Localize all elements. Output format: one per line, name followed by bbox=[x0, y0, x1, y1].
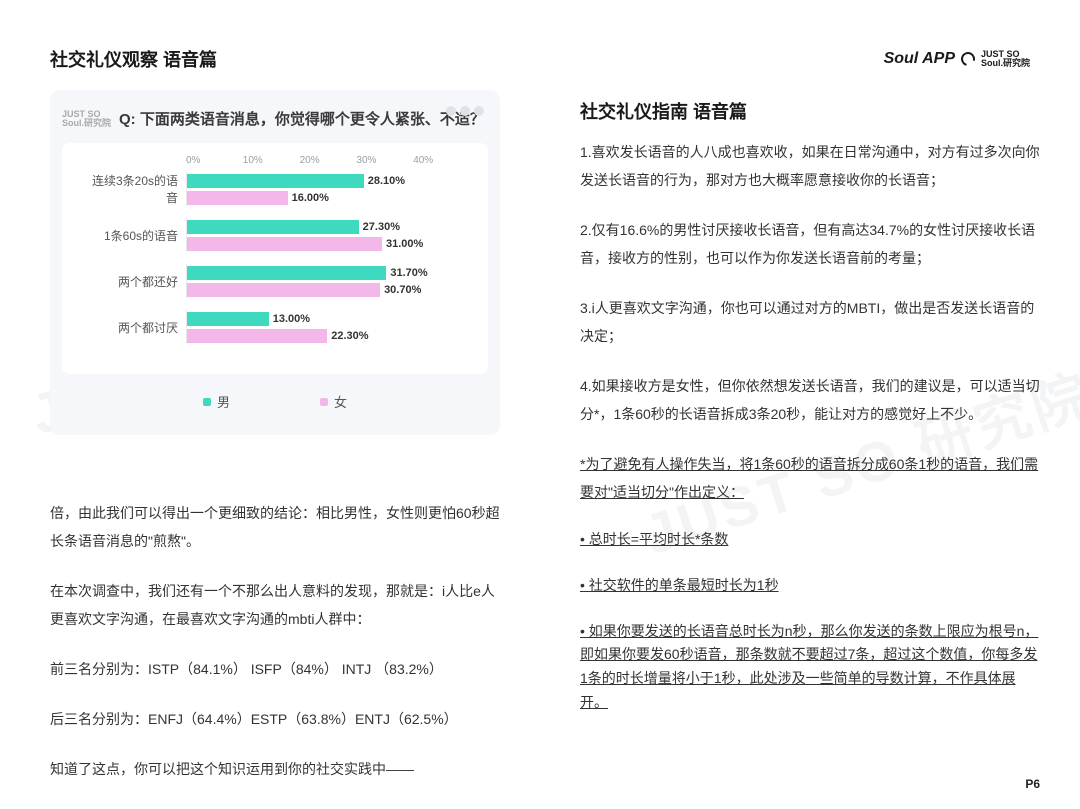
right-u4: • 如果你要发送的长语音总时长为n秒，那么你发送的条数上限应为根号n，即如果你要… bbox=[580, 620, 1042, 715]
brand-logo: Soul APP JUST SO Soul.研究院 bbox=[884, 50, 1030, 68]
x-tick: 30% bbox=[356, 155, 413, 166]
bar-fill bbox=[187, 174, 364, 188]
left-p2: 在本次调查中，我们还有一个不那么出人意料的发现，那就是：i人比e人更喜欢文字沟通… bbox=[50, 577, 500, 633]
chart-question: Q: 下面两类语音消息，你觉得哪个更令人紧张、不适？ bbox=[119, 108, 485, 129]
bar-track: 27.30% 31.00% bbox=[186, 218, 470, 252]
chart-question-row: JUST SO Soul.研究院 Q: 下面两类语音消息，你觉得哪个更令人紧张、… bbox=[62, 108, 488, 129]
bar-value: 30.70% bbox=[384, 284, 421, 296]
bar-female: 16.00% bbox=[187, 189, 470, 206]
x-tick: 10% bbox=[243, 155, 300, 166]
left-p1: 倍，由此我们可以得出一个更细致的结论：相比男性，女性则更怕60秒超长条语音消息的… bbox=[50, 499, 500, 555]
bar-fill bbox=[187, 220, 359, 234]
bar-track: 28.10% 16.00% bbox=[186, 172, 470, 206]
x-axis: 0%10%20%30%40% bbox=[80, 155, 470, 166]
right-p3: 3.i人更喜欢文字沟通，你也可以通过对方的MBTI，做出是否发送长语音的决定； bbox=[580, 294, 1042, 350]
bar-fill bbox=[187, 191, 288, 205]
page-title: 社交礼仪观察 语音篇 bbox=[50, 46, 217, 72]
category-label: 两个都还好 bbox=[80, 273, 186, 290]
x-tick: 0% bbox=[186, 155, 243, 166]
legend-male-label: 男 bbox=[217, 392, 230, 411]
legend-female: 女 bbox=[320, 392, 347, 411]
legend-male: 男 bbox=[203, 392, 230, 411]
bar-value: 31.00% bbox=[386, 238, 423, 250]
logo-sub2: Soul.研究院 bbox=[981, 59, 1030, 68]
logo-swirl-icon bbox=[958, 49, 977, 68]
bar-female: 31.00% bbox=[187, 235, 470, 252]
bar-value: 27.30% bbox=[363, 221, 400, 233]
right-p4: 4.如果接收方是女性，但你依然想发送长语音，我们的建议是，可以适当切分*，1条6… bbox=[580, 372, 1042, 428]
bar-fill bbox=[187, 237, 382, 251]
right-u2: • 总时长=平均时长*条数 bbox=[580, 528, 1042, 552]
bar-male: 28.10% bbox=[187, 172, 470, 189]
card-controls bbox=[446, 106, 484, 116]
bar-group: 1条60s的语音 27.30% 31.00% bbox=[80, 218, 470, 252]
bar-group: 连续3条20s的语音 28.10% 16.00% bbox=[80, 172, 470, 206]
bar-female: 22.30% bbox=[187, 327, 470, 344]
bar-value: 16.00% bbox=[292, 192, 329, 204]
legend-female-label: 女 bbox=[334, 392, 347, 411]
bar-value: 31.70% bbox=[390, 267, 427, 279]
x-tick: 20% bbox=[300, 155, 357, 166]
bar-fill bbox=[187, 329, 327, 343]
bar-male: 13.00% bbox=[187, 310, 470, 327]
bar-value: 22.30% bbox=[331, 330, 368, 342]
bar-fill bbox=[187, 312, 269, 326]
left-p5: 知道了这点，你可以把这个知识运用到你的社交实践中—— bbox=[50, 755, 500, 783]
right-section-title: 社交礼仪指南 语音篇 bbox=[580, 98, 1042, 124]
chart-mini-logo2: Soul.研究院 bbox=[62, 119, 111, 128]
left-body-text: 倍，由此我们可以得出一个更细致的结论：相比男性，女性则更怕60秒超长条语音消息的… bbox=[50, 499, 500, 783]
bar-value: 28.10% bbox=[368, 175, 405, 187]
page-number: P6 bbox=[1025, 777, 1040, 791]
chart-legend: 男 女 bbox=[62, 392, 488, 411]
right-body-text: 1.喜欢发长语音的人八成也喜欢收，如果在日常沟通中，对方有过多次向你发送长语音的… bbox=[580, 138, 1042, 715]
category-label: 连续3条20s的语音 bbox=[80, 172, 186, 206]
right-u1: *为了避免有人操作失当，将1条60秒的语音拆分成60条1秒的语音，我们需要对"适… bbox=[580, 450, 1042, 506]
page-header: 社交礼仪观察 语音篇 Soul APP JUST SO Soul.研究院 bbox=[50, 46, 1030, 72]
bar-fill bbox=[187, 266, 386, 280]
right-p2: 2.仅有16.6%的男性讨厌接收长语音，但有高达34.7%的女性讨厌接收长语音，… bbox=[580, 216, 1042, 272]
bar-group: 两个都讨厌 13.00% 22.30% bbox=[80, 310, 470, 344]
category-label: 1条60s的语音 bbox=[80, 227, 186, 244]
x-tick: 40% bbox=[413, 155, 470, 166]
logo-main: Soul APP bbox=[884, 50, 955, 68]
chart-plot: 0%10%20%30%40% 连续3条20s的语音 28.10% 16.00% 1条6… bbox=[62, 143, 488, 374]
right-p1: 1.喜欢发长语音的人八成也喜欢收，如果在日常沟通中，对方有过多次向你发送长语音的… bbox=[580, 138, 1042, 194]
bar-track: 13.00% 22.30% bbox=[186, 310, 470, 344]
bar-fill bbox=[187, 283, 380, 297]
bar-female: 30.70% bbox=[187, 281, 470, 298]
left-p4: 后三名分别为：ENFJ（64.4%）ESTP（63.8%）ENTJ（62.5%） bbox=[50, 705, 500, 733]
left-p3: 前三名分别为：ISTP（84.1%） ISFP（84%） INTJ （83.2%… bbox=[50, 655, 500, 683]
chart-card: JUST SO Soul.研究院 Q: 下面两类语音消息，你觉得哪个更令人紧张、… bbox=[50, 90, 500, 435]
bar-male: 27.30% bbox=[187, 218, 470, 235]
bar-male: 31.70% bbox=[187, 264, 470, 281]
category-label: 两个都讨厌 bbox=[80, 319, 186, 336]
bar-group: 两个都还好 31.70% 30.70% bbox=[80, 264, 470, 298]
right-u3: • 社交软件的单条最短时长为1秒 bbox=[580, 574, 1042, 598]
bar-track: 31.70% 30.70% bbox=[186, 264, 470, 298]
bar-value: 13.00% bbox=[273, 313, 310, 325]
